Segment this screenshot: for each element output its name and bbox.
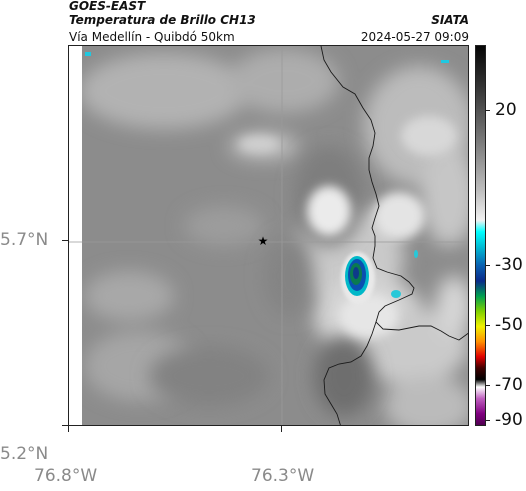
- colorbar-tick: [486, 385, 490, 386]
- colorbar-label: -30: [495, 255, 523, 275]
- colorbar-label: 20: [495, 100, 517, 120]
- star-icon[interactable]: ★: [258, 234, 269, 248]
- colorbar-label: -70: [495, 375, 523, 395]
- small-cold-cloud: [391, 290, 401, 298]
- product-title: Temperatura de Brillo CH13: [69, 13, 256, 27]
- colorbar-label: -50: [495, 315, 523, 335]
- lat-label-5-2: 5.2°N: [0, 444, 49, 464]
- organization-label: SIATA: [431, 13, 469, 27]
- convective-cell: [341, 252, 375, 304]
- colorbar-tick: [486, 420, 490, 421]
- lat-label-5-7: 5.7°N: [0, 230, 49, 250]
- political-boundary: [320, 46, 468, 341]
- colorbar-tick: [486, 110, 490, 111]
- satellite-map[interactable]: ★: [68, 45, 469, 426]
- colorbar-label: -90: [495, 410, 523, 430]
- satellite-name: GOES-EAST: [69, 0, 146, 13]
- small-cold-cloud: [441, 60, 449, 63]
- political-boundary: [323, 321, 377, 425]
- location-label: Vía Medellín - Quibdó 50km: [69, 30, 235, 44]
- lon-label-76-8: 76.8°W: [34, 466, 98, 486]
- temperature-colorbar: [475, 45, 486, 426]
- lon-label-76-3: 76.3°W: [251, 466, 315, 486]
- colorbar-tick: [486, 325, 490, 326]
- colorbar-tick: [486, 265, 490, 266]
- lat-tick: [62, 425, 68, 426]
- lat-tick: [62, 240, 68, 241]
- lon-tick: [281, 426, 282, 432]
- cloud-white-patches: [239, 116, 457, 338]
- satellite-imagery: ★: [69, 46, 468, 425]
- small-cold-cloud: [414, 250, 418, 258]
- timestamp-label: 2024-05-27 09:09: [360, 30, 469, 44]
- small-cold-cloud: [85, 52, 91, 56]
- lon-tick: [68, 426, 69, 432]
